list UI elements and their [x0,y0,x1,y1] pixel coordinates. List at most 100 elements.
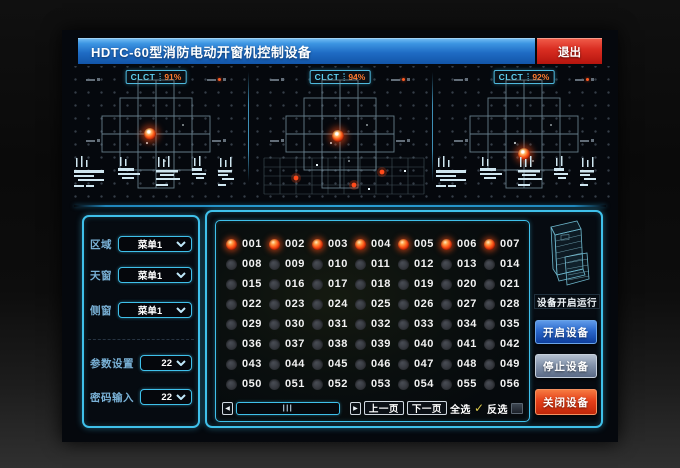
device-item-011[interactable]: 011 [355,254,398,274]
next-page-button[interactable]: 下一页 [406,401,447,415]
prev-page-button[interactable]: 上一页 [363,401,404,415]
device-item-042[interactable]: 042 [484,334,527,354]
stop-device-button[interactable]: 停止设备 [535,354,597,378]
sidewindow-dropdown[interactable]: 菜单1 [118,302,192,318]
invert-checkbox[interactable] [511,402,523,414]
device-item-051[interactable]: 051 [269,374,312,394]
device-item-055[interactable]: 055 [441,374,484,394]
device-item-016[interactable]: 016 [269,274,312,294]
device-item-003[interactable]: 003 [312,234,355,254]
device-item-047[interactable]: 047 [398,354,441,374]
device-id-label: 032 [371,318,391,330]
indicator-off-icon [355,378,366,390]
device-item-005[interactable]: 005 [398,234,441,254]
device-item-018[interactable]: 018 [355,274,398,294]
scroll-left-button[interactable]: ◀ [222,401,233,415]
device-item-044[interactable]: 044 [269,354,312,374]
device-item-009[interactable]: 009 [269,254,312,274]
password-dropdown[interactable]: 22 [140,389,192,405]
device-item-027[interactable]: 027 [441,294,484,314]
dropdown-value: 菜单1 [137,240,163,251]
device-item-028[interactable]: 028 [484,294,527,314]
scrollbar[interactable]: ||| [236,401,340,415]
device-item-023[interactable]: 023 [269,294,312,314]
device-item-036[interactable]: 036 [226,334,269,354]
device-item-002[interactable]: 002 [269,234,312,254]
scrollbar-handle[interactable]: ||| [282,404,294,412]
device-item-037[interactable]: 037 [269,334,312,354]
area-dropdown[interactable]: 菜单1 [118,236,192,252]
device-item-041[interactable]: 041 [441,334,484,354]
device-item-006[interactable]: 006 [441,234,484,254]
clct-value: 91% [164,72,182,82]
device-item-039[interactable]: 039 [355,334,398,354]
device-item-038[interactable]: 038 [312,334,355,354]
device-item-030[interactable]: 030 [269,314,312,334]
indicator-off-icon [398,358,409,370]
device-item-021[interactable]: 021 [484,274,527,294]
device-id-label: 052 [328,378,348,390]
indicator-off-icon [226,358,237,370]
device-id-label: 047 [414,358,434,370]
device-item-015[interactable]: 015 [226,274,269,294]
device-item-056[interactable]: 056 [484,374,527,394]
device-item-013[interactable]: 013 [441,254,484,274]
device-item-040[interactable]: 040 [398,334,441,354]
device-item-014[interactable]: 014 [484,254,527,274]
device-item-008[interactable]: 008 [226,254,269,274]
device-item-031[interactable]: 031 [312,314,355,334]
device-status-text: 设备开启运行 [534,294,600,309]
indicator-off-icon [312,278,323,290]
device-id-label: 034 [457,318,477,330]
device-item-054[interactable]: 054 [398,374,441,394]
invert-selection-label[interactable]: 反选 [487,404,508,416]
device-item-035[interactable]: 035 [484,314,527,334]
device-item-025[interactable]: 025 [355,294,398,314]
indicator-off-icon [269,298,280,310]
device-item-017[interactable]: 017 [312,274,355,294]
device-item-004[interactable]: 004 [355,234,398,254]
telemetry-strip-graphic [74,156,596,195]
indicator-off-icon [398,258,409,270]
device-id-label: 004 [371,238,391,250]
device-item-046[interactable]: 046 [355,354,398,374]
indicator-off-icon [226,298,237,310]
device-item-032[interactable]: 032 [355,314,398,334]
device-item-024[interactable]: 024 [312,294,355,314]
scroll-right-button[interactable]: ▶ [349,401,361,415]
device-id-label: 039 [371,338,391,350]
device-item-020[interactable]: 020 [441,274,484,294]
divider [159,73,161,81]
start-device-button[interactable]: 开启设备 [535,320,597,344]
device-item-048[interactable]: 048 [441,354,484,374]
parameter-dropdown[interactable]: 22 [140,355,192,371]
device-item-045[interactable]: 045 [312,354,355,374]
device-item-049[interactable]: 049 [484,354,527,374]
corner-marker-icon [396,139,410,142]
radar-panel-1: CLCT 91% [64,66,248,207]
device-item-019[interactable]: 019 [398,274,441,294]
checkmark-icon[interactable]: ✓ [473,401,484,415]
device-item-007[interactable]: 007 [484,234,527,254]
device-item-033[interactable]: 033 [398,314,441,334]
device-item-026[interactable]: 026 [398,294,441,314]
device-item-052[interactable]: 052 [312,374,355,394]
device-item-010[interactable]: 010 [312,254,355,274]
skylight-dropdown[interactable]: 菜单1 [118,267,192,283]
exit-button[interactable]: 退出 [537,38,602,64]
device-item-001[interactable]: 001 [226,234,269,254]
indicator-off-icon [355,258,366,270]
device-item-053[interactable]: 053 [355,374,398,394]
device-item-029[interactable]: 029 [226,314,269,334]
indicator-off-icon [484,258,495,270]
select-all-label[interactable]: 全选 [449,404,471,416]
device-item-022[interactable]: 022 [226,294,269,314]
device-item-012[interactable]: 012 [398,254,441,274]
close-device-button[interactable]: 关闭设备 [535,389,597,415]
device-id-label: 033 [414,318,434,330]
indicator-off-icon [441,378,452,390]
device-item-043[interactable]: 043 [226,354,269,374]
indicator-off-icon [269,338,280,350]
device-item-034[interactable]: 034 [441,314,484,334]
device-item-050[interactable]: 050 [226,374,269,394]
